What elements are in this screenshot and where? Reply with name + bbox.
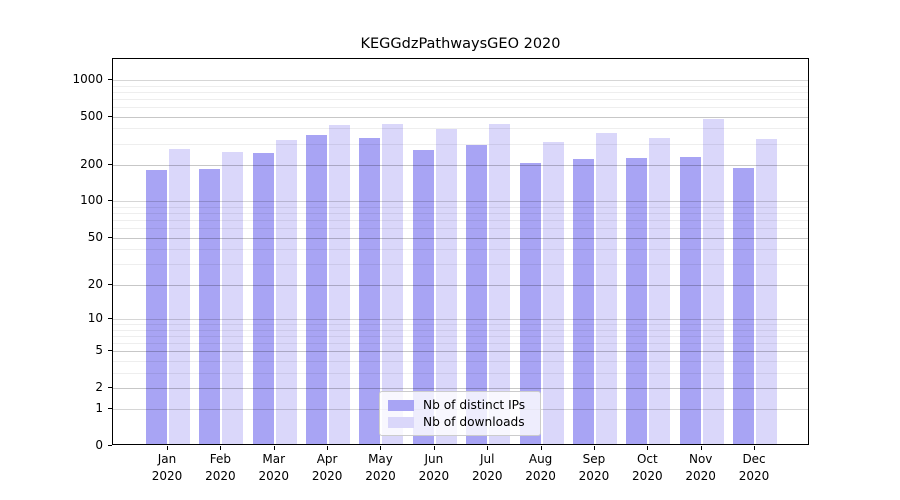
x-tick-mark	[327, 446, 329, 450]
x-tick-label: Jul 2020	[471, 452, 503, 483]
bars-layer	[113, 59, 808, 444]
bar-downloads-sep	[595, 132, 617, 444]
bar-distinct-ips-jul	[466, 145, 488, 444]
x-tick-label: Aug 2020	[525, 452, 556, 483]
bar-downloads-jun	[435, 129, 457, 444]
bar-downloads-may	[382, 123, 404, 444]
y-tick-mark	[108, 283, 112, 285]
y-tick-label: 20	[87, 276, 103, 291]
bar-distinct-ips-nov	[679, 156, 701, 444]
x-tick-mark	[487, 446, 489, 450]
plot-area	[112, 58, 809, 445]
y-tick-mark	[108, 317, 112, 319]
bar-distinct-ips-mar	[252, 153, 274, 444]
bar-downloads-apr	[329, 124, 351, 444]
bar-downloads-mar	[275, 140, 297, 444]
x-tick-label: Dec 2020	[738, 452, 770, 483]
x-tick-label: May 2020	[365, 452, 396, 483]
y-tick-mark	[108, 115, 112, 117]
y-tick-label: 500	[80, 108, 103, 123]
y-tick-label: 10	[87, 310, 103, 325]
bar-distinct-ips-oct	[626, 158, 648, 444]
bar-downloads-aug	[542, 141, 564, 444]
x-tick-label: Oct 2020	[632, 452, 663, 483]
y-tick-mark	[108, 200, 112, 202]
x-tick-mark	[540, 446, 542, 450]
x-tick-mark	[647, 446, 649, 450]
x-tick-mark	[700, 446, 702, 450]
x-tick-label: Jun 2020	[418, 452, 450, 483]
bar-downloads-jul	[489, 124, 511, 444]
x-tick-mark	[754, 446, 756, 450]
bar-downloads-feb	[222, 152, 244, 444]
legend-item-downloads: Nb of downloads	[388, 414, 532, 431]
y-tick-label: 2	[95, 379, 103, 394]
x-tick-mark	[220, 446, 222, 450]
legend-label-downloads: Nb of downloads	[423, 415, 525, 429]
bar-downloads-nov	[702, 119, 724, 444]
y-tick-label: 0	[95, 438, 103, 452]
legend-label-distinct-ips: Nb of distinct IPs	[423, 398, 526, 412]
x-tick-label: Nov 2020	[685, 452, 716, 483]
y-tick-mark	[108, 350, 112, 352]
bar-distinct-ips-sep	[572, 159, 594, 444]
y-tick-mark	[108, 236, 112, 238]
bar-distinct-ips-aug	[519, 163, 541, 444]
bar-downloads-jan	[169, 149, 190, 444]
legend-swatch-downloads	[388, 417, 414, 428]
bar-distinct-ips-dec	[733, 167, 755, 444]
x-tick-mark	[167, 446, 168, 450]
legend-swatch-distinct-ips	[388, 400, 414, 411]
bar-distinct-ips-may	[359, 137, 381, 444]
y-tick-label: 50	[87, 229, 103, 244]
y-tick-mark	[108, 386, 112, 388]
y-tick-label: 1	[95, 401, 103, 416]
legend-item-distinct-ips: Nb of distinct IPs	[388, 397, 532, 414]
legend: Nb of distinct IPs Nb of downloads	[379, 391, 541, 436]
x-tick-label: Mar 2020	[258, 452, 289, 483]
x-tick-mark	[433, 446, 435, 450]
bar-distinct-ips-feb	[199, 169, 221, 444]
bar-downloads-oct	[649, 137, 671, 444]
y-tick-label: 100	[80, 193, 103, 208]
y-tick-mark	[108, 78, 112, 80]
y-tick-mark	[108, 164, 112, 165]
x-tick-mark	[593, 446, 595, 450]
x-tick-label: Sep 2020	[578, 452, 610, 483]
bar-downloads-dec	[756, 138, 778, 444]
y-tick-mark	[108, 408, 112, 410]
x-tick-label: Feb 2020	[205, 452, 236, 483]
x-tick-mark	[380, 446, 382, 450]
chart-title: KEGGdzPathwaysGEO 2020	[360, 36, 561, 52]
bar-distinct-ips-jun	[412, 150, 434, 444]
bar-distinct-ips-jan	[146, 169, 167, 444]
y-tick-label: 5	[95, 343, 103, 358]
y-tick-mark	[108, 445, 112, 446]
x-tick-label: Jan 2020	[151, 452, 183, 483]
x-tick-label: Apr 2020	[311, 452, 343, 483]
y-tick-label: 200	[80, 157, 103, 171]
x-tick-mark	[273, 446, 275, 450]
bar-distinct-ips-apr	[306, 135, 328, 444]
y-tick-label: 1000	[72, 71, 103, 86]
